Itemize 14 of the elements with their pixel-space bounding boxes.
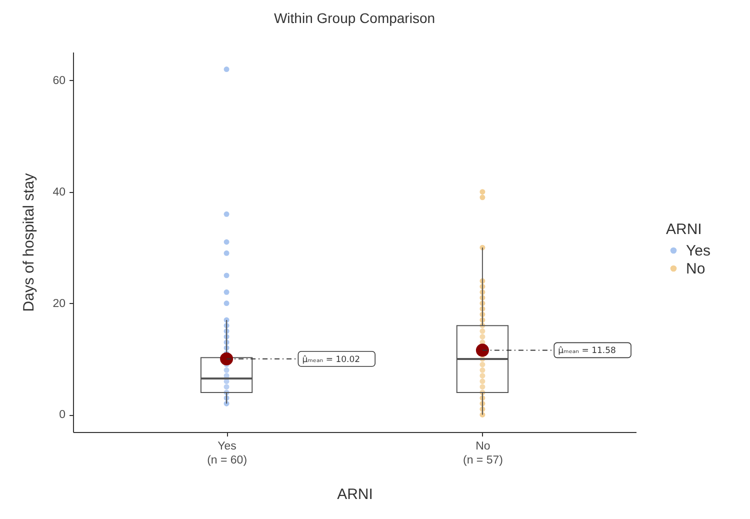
- x-tick-label: No (n = 57): [462, 440, 504, 466]
- y-axis-title: Days of hospital stay: [20, 172, 38, 312]
- annotation: μ̂ₘₑₐₙ = 10.02: [302, 354, 360, 365]
- y-tick-label: 40: [52, 186, 66, 198]
- y-tick-label: 60: [52, 74, 66, 87]
- chart-title: Within Group Comparison: [274, 10, 436, 26]
- x-tick-label: Yes (n = 60): [207, 440, 248, 466]
- legend-label: Yes: [686, 242, 710, 260]
- y-tick-label: 20: [52, 298, 66, 310]
- annotation: μ̂ₘₑₐₙ = 11.58: [558, 346, 616, 356]
- y-tick-label: 0: [59, 409, 66, 422]
- legend-label: No: [686, 260, 706, 278]
- x-axis-title: ARNI: [337, 486, 373, 503]
- legend-title: ARNI: [666, 221, 702, 238]
